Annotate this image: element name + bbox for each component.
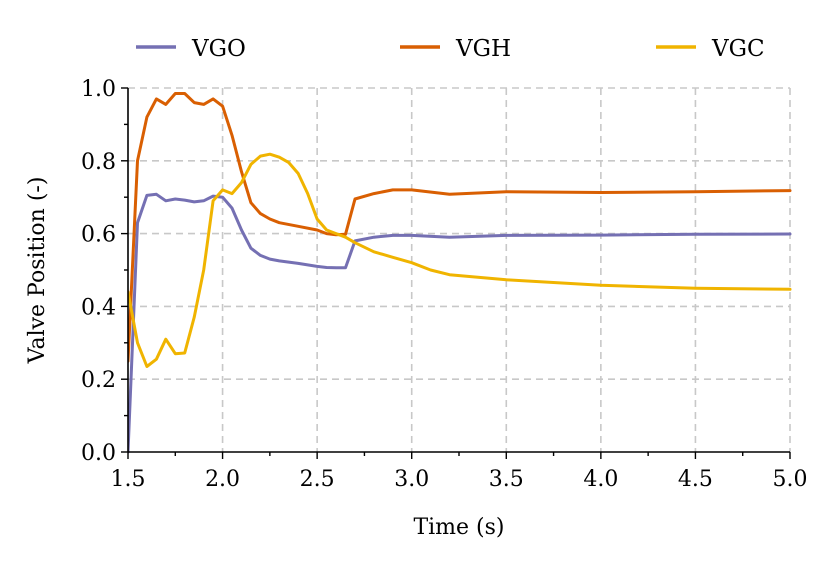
y-tick-label: 0.6	[81, 223, 116, 248]
legend-label: VGC	[711, 36, 765, 62]
x-tick-label: 2.5	[300, 467, 335, 492]
x-tick-label: 5.0	[773, 467, 808, 492]
x-tick-label: 2.0	[205, 467, 240, 492]
y-tick-label: 0.0	[81, 441, 116, 466]
series-line-vgo	[128, 192, 792, 454]
series-line-vgc	[128, 152, 792, 368]
x-tick-label: 3.0	[394, 467, 429, 492]
y-tick-label: 0.8	[81, 150, 116, 175]
legend-label: VGO	[191, 36, 246, 62]
x-tick-label: 1.5	[111, 467, 146, 492]
chart-legend: VGO VGH VGC	[136, 36, 765, 62]
y-tick-label: 0.4	[81, 295, 116, 320]
y-tick-label: 1.0	[81, 77, 116, 102]
chart-ticks: 1.5 2.0 2.5 3.0 3.5 4.0 4.5 5.0 0.0 0.2 0.4 0.6 0.8 1…	[81, 77, 808, 492]
chart-axes	[127, 88, 790, 453]
series-line-vgh	[128, 92, 792, 363]
legend-item-vgc: VGC	[656, 36, 765, 62]
x-tick-label: 3.5	[489, 467, 524, 492]
chart-grid	[128, 87, 791, 452]
y-tick-label: 0.2	[81, 368, 116, 393]
chart-series	[128, 92, 792, 454]
legend-item-vgo: VGO	[136, 36, 246, 62]
x-tick-label: 4.5	[678, 467, 713, 492]
legend-label: VGH	[455, 36, 511, 62]
x-axis-label: Time (s)	[413, 515, 504, 540]
legend-item-vgh: VGH	[400, 36, 511, 62]
x-tick-label: 4.0	[583, 467, 618, 492]
y-axis-label: Valve Position (-)	[25, 177, 50, 365]
